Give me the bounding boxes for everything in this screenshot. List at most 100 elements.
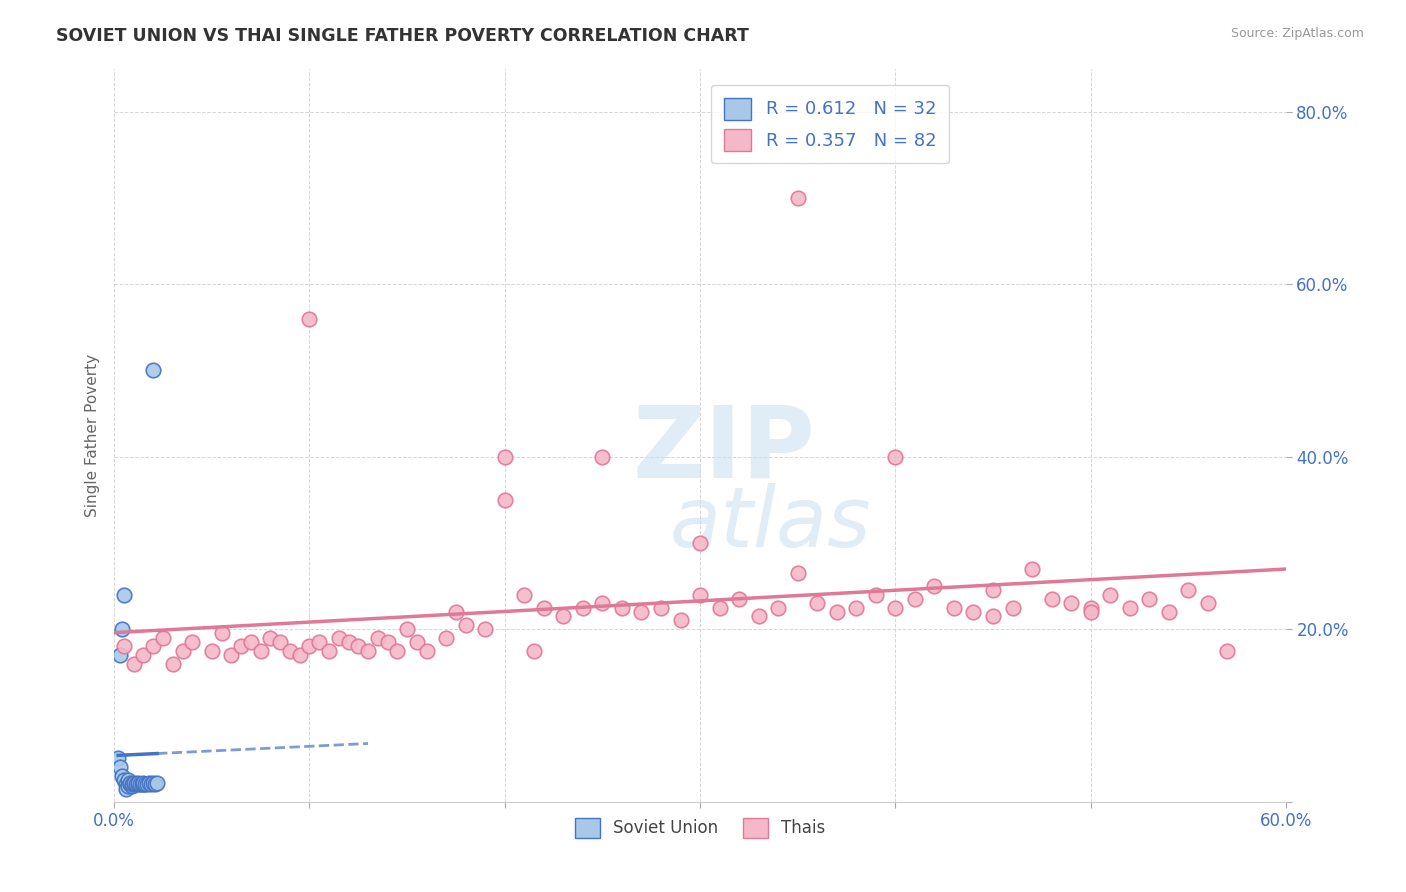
Point [259, 631, 281, 645]
Point [229, 640, 252, 654]
Point [610, 600, 633, 615]
Point [728, 591, 751, 606]
Point [434, 631, 457, 645]
Point [981, 609, 1004, 624]
Point [111, 769, 134, 783]
Point [630, 605, 652, 619]
Point [328, 631, 350, 645]
Point [118, 777, 141, 791]
Point [122, 775, 145, 789]
Point [143, 777, 166, 791]
Point [533, 600, 555, 615]
Point [494, 450, 516, 464]
Text: Source: ZipAtlas.com: Source: ZipAtlas.com [1230, 27, 1364, 40]
Point [387, 643, 409, 657]
Point [288, 648, 311, 662]
Point [709, 600, 731, 615]
Point [962, 605, 984, 619]
Point [132, 648, 155, 662]
Point [865, 588, 887, 602]
Point [689, 536, 711, 550]
Point [1137, 591, 1160, 606]
Point [142, 363, 165, 377]
Point [884, 450, 907, 464]
Point [1001, 600, 1024, 615]
Point [112, 640, 135, 654]
Point [1197, 596, 1219, 610]
Point [107, 751, 129, 765]
Point [553, 609, 575, 624]
Point [494, 492, 516, 507]
Point [132, 777, 155, 791]
Point [308, 635, 330, 649]
Point [904, 591, 927, 606]
Point [127, 777, 149, 791]
Point [249, 643, 271, 657]
Point [1040, 591, 1063, 606]
Point [367, 631, 389, 645]
Point [112, 772, 135, 787]
Point [454, 617, 477, 632]
Point [444, 605, 467, 619]
Point [981, 583, 1004, 598]
Point [108, 648, 131, 662]
Point [269, 635, 291, 649]
Point [1021, 562, 1043, 576]
Text: atlas: atlas [669, 483, 872, 564]
Point [221, 648, 243, 662]
Point [121, 779, 143, 793]
Point [162, 657, 184, 671]
Point [806, 596, 828, 610]
Point [1080, 600, 1102, 615]
Point [377, 635, 399, 649]
Point [415, 643, 437, 657]
Point [111, 622, 134, 636]
Point [845, 600, 868, 615]
Point [924, 579, 946, 593]
Point [122, 657, 145, 671]
Point [152, 631, 174, 645]
Point [1080, 605, 1102, 619]
Point [201, 643, 224, 657]
Point [181, 635, 204, 649]
Point [1118, 600, 1140, 615]
Point [117, 772, 139, 787]
Point [146, 775, 169, 789]
Point [572, 600, 595, 615]
Point [1060, 596, 1083, 610]
Point [884, 600, 907, 615]
Point [318, 643, 340, 657]
Point [357, 643, 380, 657]
Point [211, 626, 233, 640]
Point [786, 566, 808, 580]
Point [1216, 643, 1239, 657]
Point [766, 600, 789, 615]
Point [172, 643, 194, 657]
Point [396, 622, 419, 636]
Point [142, 775, 165, 789]
Point [298, 311, 321, 326]
Point [239, 635, 262, 649]
Point [591, 596, 613, 610]
Point [650, 600, 672, 615]
Point [122, 777, 145, 791]
Point [132, 775, 155, 789]
Point [136, 777, 159, 791]
Y-axis label: Single Father Poverty: Single Father Poverty [86, 353, 100, 516]
Point [124, 777, 146, 791]
Point [131, 777, 153, 791]
Point [786, 191, 808, 205]
Point [298, 640, 321, 654]
Point [523, 643, 546, 657]
Point [825, 605, 848, 619]
Text: SOVIET UNION VS THAI SINGLE FATHER POVERTY CORRELATION CHART: SOVIET UNION VS THAI SINGLE FATHER POVER… [56, 27, 749, 45]
Point [1157, 605, 1180, 619]
Point [337, 635, 360, 649]
Point [474, 622, 496, 636]
Point [138, 775, 160, 789]
Point [115, 781, 138, 796]
Point [591, 450, 613, 464]
Legend: Soviet Union, Thais: Soviet Union, Thais [568, 811, 832, 845]
Point [513, 588, 536, 602]
Point [118, 775, 141, 789]
